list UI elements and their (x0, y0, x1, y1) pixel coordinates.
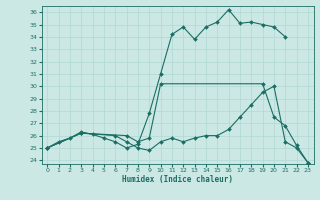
X-axis label: Humidex (Indice chaleur): Humidex (Indice chaleur) (122, 175, 233, 184)
